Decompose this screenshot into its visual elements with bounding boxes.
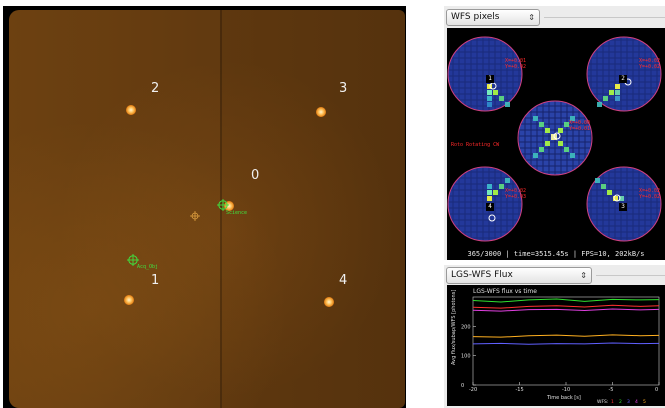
star-label-0: 0 — [251, 168, 260, 183]
star-label-1: 1 — [151, 273, 160, 288]
series-line-2 — [472, 298, 660, 303]
series-line-1 — [472, 304, 660, 309]
flux-view-selector-value: LGS-WFS Flux — [451, 270, 513, 280]
acq-object-label: Acq_Obj — [137, 264, 159, 270]
offset-readout-top-left: X=+0.01 Y=+0.02 — [505, 58, 527, 70]
guide-star-2 — [126, 105, 136, 115]
streak-4 — [487, 178, 510, 201]
lgs-flux-panel: LGS-WFS Flux ⇕ LGS-WFS flux vs time Avg … — [444, 265, 665, 408]
updown-arrows-icon: ⇕ — [528, 13, 535, 22]
acq-object-icon[interactable] — [127, 254, 139, 266]
legend: WFS: 1 2 3 4 5 — [597, 399, 646, 405]
legend-entry-2: 2 — [619, 399, 622, 405]
legend-entry-3: 3 — [627, 399, 630, 405]
star-label-2: 2 — [151, 81, 160, 96]
x-tick-label: -15 — [516, 387, 524, 393]
streak-3 — [595, 178, 624, 201]
wfs-view-selector[interactable]: WFS pixels ⇕ — [446, 9, 540, 26]
science-target-label: Science — [226, 210, 248, 216]
streak-1 — [487, 84, 510, 107]
x-tick-label: -10 — [562, 387, 570, 393]
y-tick-label: 100 — [461, 354, 471, 360]
reference-circle-center — [553, 132, 561, 140]
legend-title: WFS: — [597, 399, 608, 405]
panel-divider — [544, 17, 665, 18]
guide-star-3 — [316, 107, 326, 117]
reference-circle-1 — [489, 82, 497, 90]
series-line-5 — [472, 334, 660, 338]
reference-circle-3 — [613, 194, 621, 202]
wfs-pixel-display[interactable]: 1 2 4 3 X=+0.01 Y=+0.02 X=+0.02 Y=+0.02 … — [447, 28, 665, 260]
y-axis-label: Avg flux/subap/WFS [photons] — [451, 290, 457, 365]
series-lines — [472, 298, 660, 345]
chart-title: LGS-WFS flux vs time — [473, 288, 537, 295]
x-tick-label: -5 — [609, 387, 614, 393]
field-center-crosshair-icon — [190, 206, 200, 221]
series-line-4 — [472, 308, 660, 312]
wfs-view-selector-value: WFS pixels — [451, 12, 500, 22]
legend-entry-4: 4 — [635, 399, 638, 405]
subaperture-number-3: 3 — [619, 203, 627, 211]
science-target-icon[interactable] — [217, 199, 229, 211]
reference-circle-4 — [488, 214, 496, 222]
x-tick-label: -20 — [469, 387, 477, 393]
subaperture-1 — [447, 36, 523, 112]
subaperture-number-2: 2 — [619, 75, 627, 83]
flux-view-selector[interactable]: LGS-WFS Flux ⇕ — [446, 267, 592, 284]
star-label-3: 3 — [339, 81, 348, 96]
streak-2 — [597, 84, 620, 107]
offset-readout-center: X=+0.00 Y=+0.01 — [569, 120, 591, 132]
camera-image[interactable]: 0 1 2 3 4 Science Acq_Obj — [9, 10, 405, 408]
axis-ticks: -20 -15 -10 -5 0 0 100 200 — [461, 324, 660, 393]
flux-chart[interactable]: LGS-WFS flux vs time Avg flux/subap/WFS … — [447, 285, 665, 406]
x-axis-label: Time back [s] — [546, 395, 581, 401]
subaperture-number-4: 4 — [486, 203, 494, 211]
y-tick-label: 0 — [461, 383, 464, 389]
offset-readout-bottom-left: X=+0.02 Y=+0.03 — [505, 188, 527, 200]
acquisition-camera-panel: 0 1 2 3 4 Science Acq_Obj — [3, 6, 406, 408]
guide-star-0 — [224, 201, 234, 211]
camera-quadrant-shade — [9, 10, 220, 408]
panel-divider — [596, 275, 665, 276]
guide-star-1 — [124, 295, 134, 305]
subaperture-number-1: 1 — [486, 75, 494, 83]
rotator-status-label: Roto Rotating CW — [451, 142, 500, 148]
y-tick-label: 200 — [461, 324, 471, 330]
series-line-3 — [472, 342, 660, 345]
offset-readout-top-right: X=+0.02 Y=+0.02 — [639, 58, 661, 70]
star-label-4: 4 — [339, 273, 348, 288]
x-tick-label: 0 — [655, 387, 658, 393]
updown-arrows-icon: ⇕ — [580, 271, 587, 280]
wfs-status-bar: 365/3000 | time=3515.45s | FPS=10, 202kB… — [467, 250, 645, 258]
subaperture-4 — [447, 166, 523, 242]
flux-chart-svg: LGS-WFS flux vs time Avg flux/subap/WFS … — [451, 288, 660, 405]
wfs-pixels-panel: WFS pixels ⇕ — [444, 6, 665, 260]
guide-star-4 — [324, 297, 334, 307]
legend-entry-1: 1 — [611, 399, 614, 405]
offset-readout-bottom-right: X=+0.02 Y=+0.02 — [639, 188, 661, 200]
subaperture-2 — [586, 36, 662, 112]
legend-entry-5: 5 — [643, 399, 646, 405]
